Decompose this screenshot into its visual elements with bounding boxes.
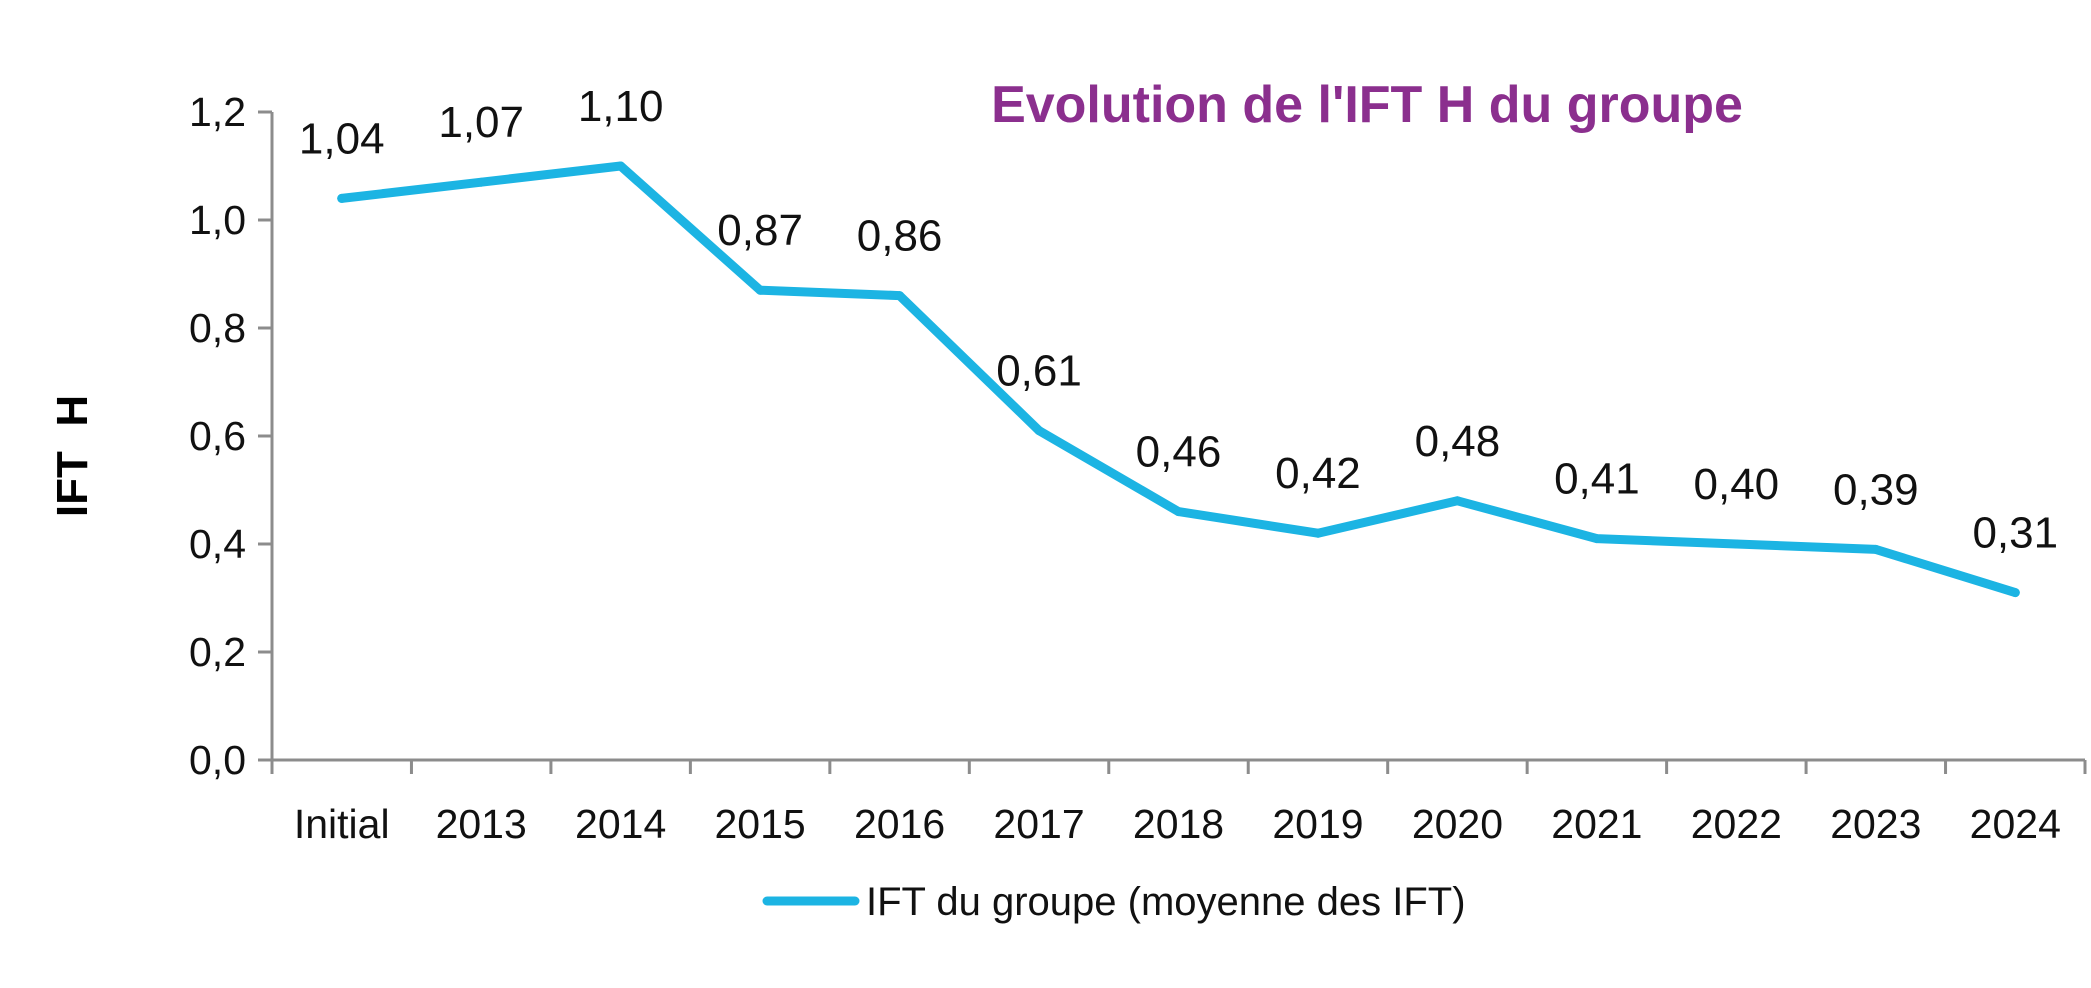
data-label: 0,41 xyxy=(1554,455,1640,504)
data-label: 0,61 xyxy=(996,347,1082,396)
x-tick-label: 2013 xyxy=(436,801,527,847)
data-label: 0,40 xyxy=(1694,460,1780,509)
x-tick-label: 2023 xyxy=(1830,801,1921,847)
x-tick-label: 2024 xyxy=(1970,801,2061,847)
data-point xyxy=(755,285,765,295)
y-tick-label: 0,6 xyxy=(189,413,246,459)
y-tick-label: 1,2 xyxy=(189,89,246,135)
x-tick-label: 2018 xyxy=(1133,801,1224,847)
legend: IFT du groupe (moyenne des IFT) xyxy=(762,880,1466,924)
x-tick-label: 2021 xyxy=(1551,801,1642,847)
chart-title: Evolution de l'IFT H du groupe xyxy=(991,76,1743,134)
data-point xyxy=(1592,534,1602,544)
data-label: 1,10 xyxy=(578,82,664,131)
data-label: 0,86 xyxy=(857,212,943,261)
data-point xyxy=(1313,528,1323,538)
chart-axes: 0,0 0,2 0,4 0,6 0,8 1,0 1,2 Initial 2013 2014 2015… xyxy=(189,89,2087,847)
data-point xyxy=(1452,496,1462,506)
x-tick-label: 2015 xyxy=(715,801,806,847)
x-tick-label: 2014 xyxy=(575,801,666,847)
y-tick-label: 0,4 xyxy=(189,521,246,567)
y-tick-label: 0,0 xyxy=(189,737,246,783)
x-tick-label: 2017 xyxy=(993,801,1084,847)
data-label: 0,42 xyxy=(1275,449,1361,498)
data-point xyxy=(1174,507,1183,517)
legend-series-name: IFT du groupe (moyenne des IFT) xyxy=(866,880,1466,924)
x-tick-label: 2020 xyxy=(1412,801,1503,847)
data-point xyxy=(895,291,905,301)
y-tick-label: 0,8 xyxy=(189,305,246,351)
data-point xyxy=(1731,539,1741,549)
data-point xyxy=(1034,426,1044,436)
data-label: 1,07 xyxy=(438,98,524,147)
x-tick-label: Initial xyxy=(294,801,390,847)
data-label: 0,46 xyxy=(1136,428,1222,477)
data-point xyxy=(337,193,347,203)
y-tick-label: 1,0 xyxy=(189,197,246,243)
x-tick-label: 2022 xyxy=(1691,801,1782,847)
data-label: 0,87 xyxy=(717,206,803,255)
data-label: 0,48 xyxy=(1415,417,1501,466)
data-label: 0,39 xyxy=(1833,465,1919,514)
data-label: 1,04 xyxy=(299,114,385,163)
x-tick-label: 2019 xyxy=(1272,801,1363,847)
data-label: 0,31 xyxy=(1972,509,2058,558)
data-point xyxy=(2010,588,2020,598)
data-point xyxy=(476,177,486,187)
series-layer xyxy=(337,161,2020,598)
data-point xyxy=(1871,544,1881,554)
x-tick-label: 2016 xyxy=(854,801,945,847)
data-point xyxy=(616,161,626,171)
y-axis-title: IFT H xyxy=(48,395,97,517)
y-tick-label: 0,2 xyxy=(189,629,246,675)
data-labels: 1,04 1,07 1,10 0,87 0,86 0,61 0,46 0,42 0,48 0,41… xyxy=(299,82,2058,558)
series-line xyxy=(337,161,2020,598)
